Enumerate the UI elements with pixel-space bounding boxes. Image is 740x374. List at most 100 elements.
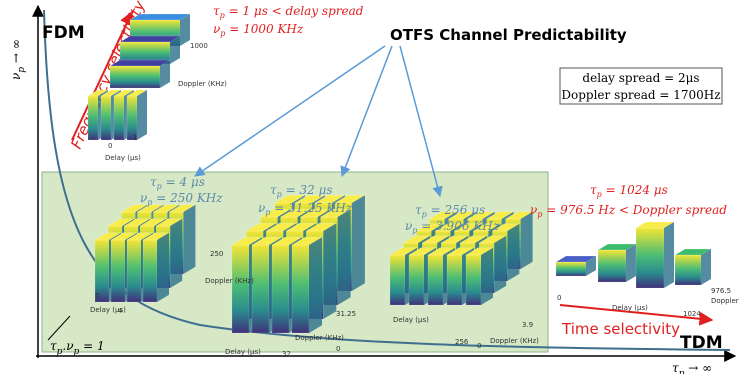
x-axis-label: τp → ∞ (672, 361, 712, 374)
bar-front (447, 255, 462, 305)
equation: νp = 250 KHz (140, 191, 223, 207)
bar-side (338, 209, 351, 305)
time-selectivity: Time selectivity (561, 320, 680, 338)
equation-rest: = 1 μs < delay spread (225, 4, 364, 18)
delay-tick: 1024 (683, 310, 701, 318)
bar-front (252, 245, 269, 333)
doppler-max: 250 (210, 250, 223, 258)
delay-spread: delay spread = 2μs (582, 71, 699, 85)
bar-front (675, 255, 701, 285)
delay-tick: 4 (118, 307, 123, 315)
doppler-label: Doppler (KHz) (205, 277, 254, 285)
bar-front (428, 255, 443, 305)
doppler-label: Doppler (KHz) (178, 80, 227, 88)
bar-3d (143, 233, 169, 302)
bar-front (272, 245, 289, 333)
delay-tick: 32 (282, 350, 291, 358)
bar-front (114, 96, 124, 140)
bar-side (183, 205, 195, 274)
delay-tick: 0 (95, 292, 99, 300)
symbol: ν (258, 201, 265, 215)
diagram: FDM TDM OTFS Channel Predictability Freq… (0, 0, 740, 374)
delay-label: Delay (μs) (225, 348, 261, 356)
arrow (342, 46, 392, 176)
bar-front (556, 262, 586, 276)
bar-3d (598, 244, 636, 282)
bar-side (507, 224, 519, 281)
tdm-label: TDM (680, 333, 723, 353)
symbol: ν (405, 219, 412, 233)
bar-front (390, 255, 405, 305)
y-axis-label: νp → ∞ (9, 39, 27, 80)
bar-side (170, 219, 182, 288)
bar-side (664, 222, 674, 288)
bar-side (323, 223, 336, 319)
delay-label: Delay (μs) (105, 154, 141, 162)
bar-3d (675, 249, 711, 285)
bar-front (127, 240, 141, 302)
doppler-spread: Doppler spread = 1700Hz (561, 88, 720, 102)
delay-label: Delay (μs) (393, 316, 429, 324)
title: OTFS Channel Predictability (390, 26, 627, 44)
symbol: ν (140, 191, 147, 205)
delay-label: Delay (μs) (612, 304, 648, 312)
bar-3d (466, 248, 493, 305)
doppler-max: 1000 (190, 42, 208, 50)
bar-side (481, 248, 493, 305)
bar-side (309, 237, 322, 333)
delay-tick: 0 (477, 342, 481, 350)
symbol: ν (213, 22, 220, 36)
bar-side (494, 236, 506, 293)
bar-3d (110, 60, 170, 88)
equation-rest: = 3.906 KHz (417, 219, 499, 233)
bar-front (636, 228, 664, 288)
equation: τp = 1 μs < delay spread (213, 4, 364, 20)
bar-front (101, 96, 111, 140)
delay-tick: 1 (133, 134, 137, 142)
equation: νp = 1000 KHz (213, 22, 304, 38)
arrow (195, 46, 385, 176)
bar-top (130, 14, 190, 20)
delay-tick: 256 (455, 338, 469, 346)
bar-top (120, 36, 180, 42)
equation: νp = 3.906 KHz (405, 219, 500, 235)
equation-rest: = 32 μs (282, 183, 333, 197)
bar-front (143, 240, 157, 302)
equation-rest: = 31.25 KHz (270, 201, 352, 215)
bar-side (137, 90, 147, 140)
doppler-label: Doppler (Hz) (711, 297, 740, 305)
equation: νp = 976.5 Hz < Doppler spread (530, 203, 727, 219)
doppler-label: Doppler (KHz) (295, 334, 344, 342)
bar-side (701, 249, 711, 285)
delay-tick: 0 (557, 294, 561, 302)
delay-tick: 0 (108, 142, 112, 150)
bar-front (466, 255, 481, 305)
bar-side (157, 233, 169, 302)
bar-front (598, 250, 626, 282)
bar-3d (127, 90, 147, 140)
equation-rest: = 1000 KHz (225, 22, 303, 36)
bar-3d (556, 256, 596, 276)
bar-top (110, 60, 170, 66)
bar-3d (636, 222, 674, 288)
equation-rest: = 256 μs (427, 203, 485, 217)
bar-side (626, 244, 636, 282)
doppler-max: 3.9 (522, 321, 533, 329)
bar-front (232, 245, 249, 333)
bar-3d (292, 237, 322, 333)
doppler-max: 976.5 (711, 287, 731, 295)
equation: τp = 1024 μs (590, 183, 668, 199)
equation-rest: = 4 μs (162, 175, 205, 189)
bar-front (409, 255, 424, 305)
equation-rest: = 1024 μs (602, 183, 668, 197)
bar-front (110, 66, 160, 88)
bar-side (521, 212, 533, 269)
doppler-label: Doppler (KHz) (490, 337, 539, 345)
bar-front (88, 96, 98, 140)
bar-front (111, 240, 125, 302)
symbol: ν (530, 203, 537, 217)
equation-rest: = 976.5 Hz < Doppler spread (542, 203, 727, 217)
delay-tick: 0 (336, 345, 340, 353)
bar-front (292, 245, 309, 333)
bar-side (352, 195, 365, 291)
